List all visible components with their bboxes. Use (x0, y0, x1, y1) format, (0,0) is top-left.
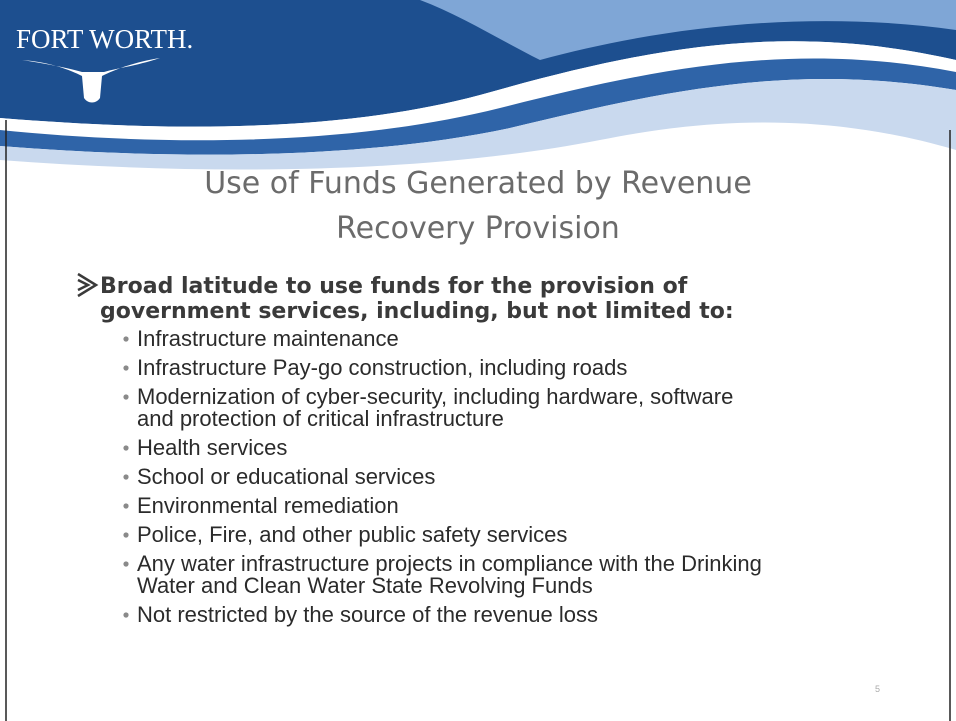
header-swoosh-light (420, 0, 956, 60)
sub-bullet-text: Environmental remediation (137, 493, 399, 518)
bullet-dot (123, 503, 129, 509)
bullet-dot (123, 336, 129, 342)
slide-title: Use of Funds Generated by Revenue (204, 166, 752, 201)
bullet-dot (123, 394, 129, 400)
header-swoosh-blue (0, 58, 956, 155)
bullet-dot (123, 532, 129, 538)
main-bullet-marker (77, 272, 99, 298)
header-swoosh-white (0, 41, 956, 141)
bullet-dot (123, 445, 129, 451)
header-swoosh-pale (0, 78, 956, 170)
longhorn-logo (22, 58, 160, 103)
sub-bullet-text: Not restricted by the source of the reve… (137, 602, 598, 627)
header-band (0, 0, 956, 127)
bullet-dot (123, 474, 129, 480)
main-bullet-text: government services, including, but not … (100, 299, 734, 324)
page-number: 5 (875, 684, 880, 694)
slide-title: Recovery Provision (336, 211, 620, 246)
sub-bullet-text: and protection of critical infrastructur… (137, 406, 504, 431)
bullet-dot (123, 561, 129, 567)
sub-bullet-text: Modernization of cyber-security, includi… (137, 384, 733, 409)
logo-text: FORT WORTH. (16, 24, 193, 54)
bullet-dot (123, 365, 129, 371)
sub-bullet-text: Police, Fire, and other public safety se… (137, 522, 567, 547)
sub-bullet-text: Water and Clean Water State Revolving Fu… (137, 573, 593, 598)
sub-bullet-text: School or educational services (137, 464, 435, 489)
sub-bullet-text: Infrastructure maintenance (137, 326, 399, 351)
sub-bullet-text: Health services (137, 435, 287, 460)
bullet-dot (123, 612, 129, 618)
sub-bullet-text: Any water infrastructure projects in com… (137, 551, 762, 576)
sub-bullet-text: Infrastructure Pay-go construction, incl… (137, 355, 627, 380)
main-bullet-text: Broad latitude to use funds for the prov… (100, 274, 688, 299)
